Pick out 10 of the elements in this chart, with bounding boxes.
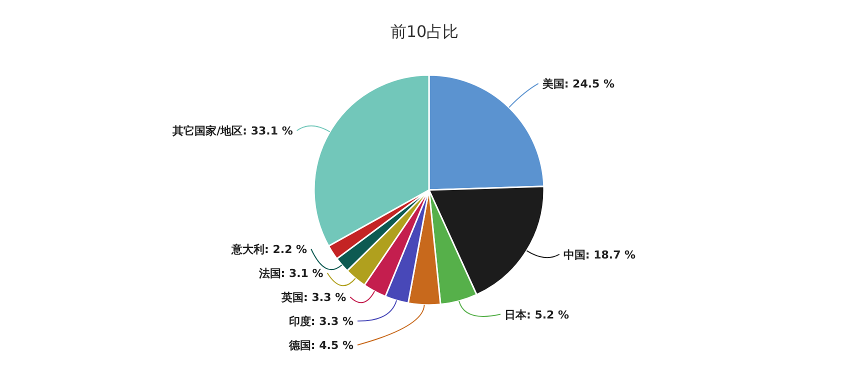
slice-label: 美国: 24.5 % (541, 78, 615, 91)
slice-label: 英国: 3.3 % (280, 291, 346, 304)
slice-label: 印度: 3.3 % (288, 315, 354, 328)
slice-label: 日本: 5.2 % (504, 308, 570, 322)
slice-label: 其它国家/地区: 33.1 % (172, 124, 293, 138)
slice-label: 法国: 3.1 % (258, 267, 324, 280)
slice-label: 中国: 18.7 % (563, 248, 636, 262)
slice-label: 意大利: 2.2 % (230, 243, 308, 256)
chart-title: 前10占比 (390, 22, 459, 41)
slice-label: 德国: 4.5 % (288, 339, 354, 352)
